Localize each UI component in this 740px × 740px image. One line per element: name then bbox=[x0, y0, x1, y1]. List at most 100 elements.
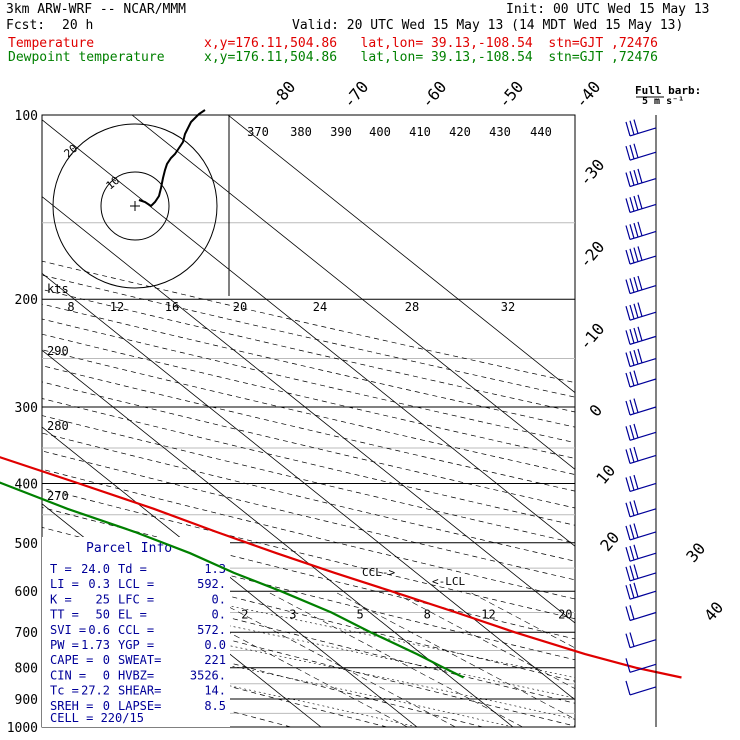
wind-barb-flag bbox=[629, 278, 635, 293]
wind-barb-flag bbox=[637, 275, 643, 291]
wind-barb-flag bbox=[637, 302, 643, 317]
wind-barb-flag bbox=[625, 306, 631, 321]
temperature-location: x,y=176.11,504.86 lat,lon= 39.13,-108.54… bbox=[204, 36, 658, 51]
parcel-value: 0.0 bbox=[204, 638, 226, 652]
wind-barb-flag bbox=[629, 399, 635, 414]
parcel-key: SWEAT= bbox=[118, 653, 161, 667]
isotherm-label: -70 bbox=[339, 77, 372, 111]
hodograph-units-label: kts bbox=[47, 282, 69, 296]
wind-barb-flag bbox=[625, 525, 631, 541]
model-title: 3km ARW-WRF -- NCAR/MMM bbox=[6, 2, 187, 17]
temperature-legend: Temperature bbox=[8, 36, 95, 51]
wind-barb-flag bbox=[625, 449, 631, 464]
pressure-tick-label: 900 bbox=[15, 693, 38, 708]
wind-barb-flag bbox=[625, 198, 631, 213]
pressure-tick-label: 300 bbox=[15, 401, 38, 416]
wind-speed-label: 16 bbox=[165, 300, 179, 314]
wind-barb-flag bbox=[629, 565, 635, 580]
wind-barb-flag bbox=[633, 582, 639, 597]
wind-barb-flag bbox=[629, 448, 635, 463]
mixing-ratio-line bbox=[333, 590, 575, 720]
wind-barb-flag bbox=[625, 566, 631, 582]
mixing-ratio-label: 2 bbox=[241, 607, 248, 621]
isotherm-label: 0 bbox=[585, 401, 606, 421]
wind-speed-label: 8 bbox=[67, 300, 74, 314]
wind-barb-flag bbox=[625, 249, 631, 265]
isotherm-label: 30 bbox=[682, 539, 709, 566]
wind-barb-flag bbox=[633, 143, 639, 158]
wind-barb-flag bbox=[633, 446, 639, 462]
pressure-tick-label: 200 bbox=[15, 293, 38, 308]
parcel-value: 25 bbox=[96, 592, 110, 606]
dry-adiabat bbox=[42, 318, 575, 443]
theta-e-label: 290 bbox=[47, 344, 69, 358]
isotherm-label: 20 bbox=[596, 528, 623, 555]
wind-speed-label: 32 bbox=[501, 300, 515, 314]
wind-barb-flag bbox=[625, 547, 631, 562]
wind-barb-flag bbox=[629, 120, 635, 135]
parcel-key: Tc = bbox=[50, 684, 79, 698]
theta-label: 410 bbox=[409, 125, 431, 139]
wind-barb-flag bbox=[633, 195, 639, 211]
wind-barb-flag bbox=[629, 371, 635, 386]
parcel-value: 1.73 bbox=[81, 638, 110, 652]
wind-barb-staff bbox=[629, 663, 657, 673]
wind-barb-flag bbox=[633, 523, 639, 538]
parcel-title: Parcel Info bbox=[86, 541, 172, 556]
parcel-value: 1.3 bbox=[204, 562, 226, 576]
wind-speed-label: 12 bbox=[110, 300, 124, 314]
wind-barb-flag bbox=[629, 144, 635, 160]
dry-adiabat bbox=[42, 590, 575, 727]
parcel-key: PW = bbox=[50, 638, 79, 652]
isotherm-label: -60 bbox=[417, 77, 450, 111]
barb-key-value: 5 m s⁻¹ bbox=[642, 96, 684, 107]
wind-barb-flag bbox=[625, 426, 631, 441]
pressure-tick-label: 500 bbox=[15, 537, 38, 552]
parcel-key: YGP = bbox=[118, 638, 154, 652]
wind-barb-flag bbox=[633, 423, 639, 439]
parcel-value: 0 bbox=[103, 653, 110, 667]
parcel-value: 3526. bbox=[190, 668, 226, 682]
parcel-value: 0.3 bbox=[88, 577, 110, 591]
wind-barb-staff bbox=[629, 686, 657, 696]
mixing-ratio-line bbox=[467, 590, 575, 649]
wind-barb-flag bbox=[633, 169, 639, 185]
wind-barb-flag bbox=[629, 501, 635, 516]
wind-barb-flag bbox=[633, 349, 639, 365]
mixing-ratio-label: 12 bbox=[481, 607, 495, 621]
parcel-key: Td = bbox=[118, 562, 147, 576]
wind-barb-flag bbox=[637, 348, 643, 364]
forecast-hour: 20 h bbox=[62, 18, 94, 33]
wind-barb-flag bbox=[633, 500, 639, 515]
parcel-key: SHEAR= bbox=[118, 684, 161, 698]
parcel-key: CIN = bbox=[50, 668, 86, 682]
parcel-value: 221 bbox=[204, 653, 226, 667]
sounding-series bbox=[0, 456, 682, 679]
parcel-value: 0. bbox=[212, 608, 226, 622]
wind-barb-flag bbox=[629, 224, 635, 239]
isotherm-label: 40 bbox=[700, 598, 727, 625]
wind-barb-flag bbox=[629, 545, 635, 561]
parcel-key: K = bbox=[50, 592, 72, 606]
barb-key-title: Full barb: bbox=[635, 84, 701, 97]
moist-adiabat bbox=[42, 606, 575, 720]
wind-barb-flag bbox=[629, 524, 635, 539]
theta-e-label: 270 bbox=[47, 489, 69, 503]
wind-barb-flag bbox=[633, 303, 639, 318]
parcel-key: EL = bbox=[118, 608, 147, 622]
wind-barb-flag bbox=[625, 658, 631, 673]
wind-barb-flag bbox=[629, 605, 635, 620]
wind-barb-flag bbox=[633, 474, 639, 490]
isotherm-line bbox=[42, 426, 418, 727]
theta-label: 420 bbox=[449, 125, 471, 139]
isotherm-label: -80 bbox=[266, 77, 299, 111]
dewpoint-legend: Dewpoint temperature bbox=[8, 50, 165, 65]
wind-barb-flag bbox=[629, 171, 635, 186]
wind-barb-flag bbox=[629, 248, 635, 263]
wind-barb-flag bbox=[625, 606, 631, 621]
wind-barb-flag bbox=[625, 400, 631, 416]
theta-e-label: 280 bbox=[47, 419, 69, 433]
mixing-ratio-label: 5 bbox=[356, 607, 363, 621]
theta-label: 440 bbox=[530, 125, 552, 139]
